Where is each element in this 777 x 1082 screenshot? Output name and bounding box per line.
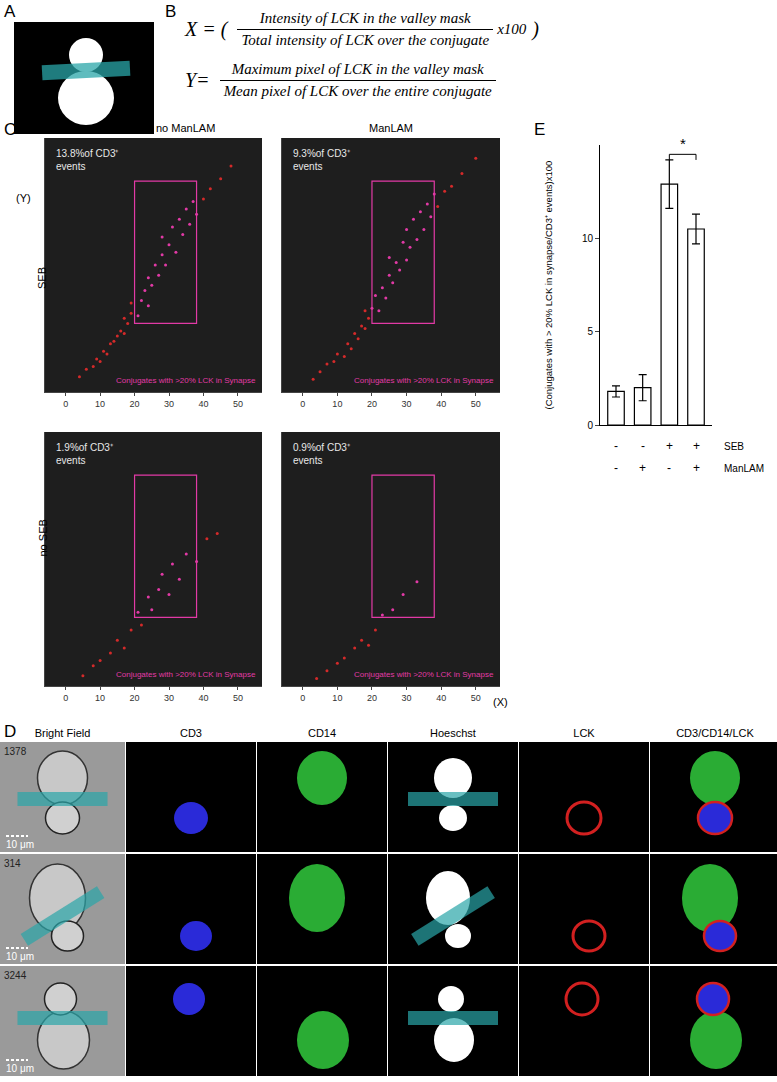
html-text:X = (: X = (	[185, 18, 228, 40]
svg-text:10: 10	[332, 399, 342, 409]
svg-text:CD3: CD3	[180, 727, 202, 739]
svg-text:SEB: SEB	[724, 441, 744, 452]
svg-text:13.8%of CD3⁺events: 13.8%of CD3⁺events	[56, 148, 119, 172]
svg-text:0: 0	[300, 693, 305, 703]
html-text:Y=: Y=	[185, 69, 210, 91]
svg-text:10 μm: 10 μm	[6, 951, 34, 962]
svg-text:-: -	[614, 461, 618, 475]
svg-text:0: 0	[63, 693, 68, 703]
svg-text:50: 50	[233, 693, 243, 703]
svg-text:Bright Field: Bright Field	[35, 727, 91, 739]
svg-text:Conjugates with >20% LCK in Sy: Conjugates with >20% LCK in Synapse	[116, 670, 256, 679]
svg-text:+: +	[693, 461, 700, 475]
svg-text:*: *	[680, 135, 686, 152]
svg-text:0.9%of CD3⁺events: 0.9%of CD3⁺events	[293, 442, 351, 466]
svg-text:30: 30	[164, 399, 174, 409]
html-text:Intensity of LCK in the valley: Intensity of LCK in the valley mask	[259, 10, 471, 26]
svg-text:Conjugates with >20% LCK in Sy: Conjugates with >20% LCK in Synapse	[116, 376, 256, 385]
svg-text:-: -	[641, 439, 645, 453]
svg-text:1.9%of CD3⁺events: 1.9%of CD3⁺events	[56, 442, 114, 466]
html-text:B: B	[165, 2, 177, 21]
svg-text:3244: 3244	[4, 970, 27, 981]
svg-text:no ManLAM: no ManLAM	[156, 122, 215, 134]
svg-text:10: 10	[332, 693, 342, 703]
svg-text:20: 20	[367, 693, 377, 703]
html-text:E: E	[534, 120, 546, 139]
svg-text:30: 30	[164, 693, 174, 703]
svg-text:(Conjugates with > 20% LCK in: (Conjugates with > 20% LCK in synapse/CD…	[543, 161, 554, 410]
svg-text:Conjugates with >20% LCK in Sy: Conjugates with >20% LCK in Synapse	[354, 670, 494, 679]
svg-text:SEB: SEB	[36, 267, 48, 289]
svg-text:10: 10	[95, 399, 105, 409]
html-text:Maximum pixel of LCK in the va: Maximum pixel of LCK in the valley mask	[231, 61, 484, 77]
svg-text:(X): (X)	[493, 696, 508, 708]
svg-text:Conjugates with >20% LCK in Sy: Conjugates with >20% LCK in Synapse	[354, 376, 494, 385]
svg-text:(Y): (Y)	[16, 192, 31, 204]
svg-text:ManLAM: ManLAM	[724, 463, 764, 474]
svg-text:ManLAM: ManLAM	[369, 122, 413, 134]
svg-text:0: 0	[63, 399, 68, 409]
svg-text:20: 20	[130, 693, 140, 703]
svg-text:10: 10	[95, 693, 105, 703]
html-text:Mean pixel of LCK over the ent: Mean pixel of LCK over the entire conjug…	[223, 83, 492, 99]
html-text:D: D	[4, 722, 17, 741]
svg-text:LCK: LCK	[573, 727, 595, 739]
html-text:x100 ): x100 )	[497, 18, 539, 40]
svg-text:0: 0	[300, 399, 305, 409]
svg-text:Hoeschst: Hoeschst	[430, 727, 476, 739]
html-text:C: C	[4, 120, 17, 139]
svg-text:30: 30	[402, 399, 412, 409]
svg-text:40: 40	[436, 399, 446, 409]
svg-text:0: 0	[587, 420, 593, 431]
svg-text:314: 314	[4, 858, 21, 869]
svg-text:40: 40	[436, 693, 446, 703]
svg-text:40: 40	[198, 399, 208, 409]
svg-text:50: 50	[471, 693, 481, 703]
svg-text:CD3/CD14/LCK: CD3/CD14/LCK	[676, 727, 754, 739]
svg-text:30: 30	[402, 693, 412, 703]
svg-text:10 μm: 10 μm	[6, 839, 34, 850]
html-text:Total intensity of LCK over th: Total intensity of LCK over the conjugat…	[241, 32, 490, 48]
svg-text:CD14: CD14	[308, 727, 336, 739]
svg-text:9.3%of CD3⁺events: 9.3%of CD3⁺events	[293, 148, 351, 172]
svg-text:+: +	[666, 439, 673, 453]
svg-text:+: +	[639, 461, 646, 475]
svg-text:+: +	[693, 439, 700, 453]
svg-text:10 μm: 10 μm	[6, 1063, 34, 1074]
svg-text:20: 20	[130, 399, 140, 409]
svg-text:-: -	[614, 439, 618, 453]
svg-text:5: 5	[587, 326, 593, 337]
svg-text:no SEB: no SEB	[37, 519, 49, 556]
svg-text:20: 20	[367, 399, 377, 409]
html-text:A: A	[4, 2, 16, 21]
svg-text:50: 50	[233, 399, 243, 409]
svg-text:50: 50	[471, 399, 481, 409]
svg-text:-: -	[667, 461, 671, 475]
svg-text:40: 40	[198, 693, 208, 703]
svg-text:1378: 1378	[4, 746, 27, 757]
svg-text:10: 10	[582, 233, 594, 244]
